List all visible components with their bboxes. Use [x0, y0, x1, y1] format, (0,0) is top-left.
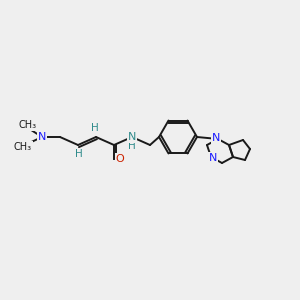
Text: H: H: [91, 123, 99, 133]
Text: H: H: [75, 149, 83, 159]
Text: H: H: [128, 141, 136, 151]
Text: CH₃: CH₃: [14, 142, 32, 152]
Text: N: N: [209, 153, 217, 163]
Text: N: N: [212, 133, 220, 143]
Text: CH₃: CH₃: [19, 120, 37, 130]
Text: N: N: [128, 132, 136, 142]
Text: O: O: [116, 154, 124, 164]
Text: N: N: [38, 132, 46, 142]
